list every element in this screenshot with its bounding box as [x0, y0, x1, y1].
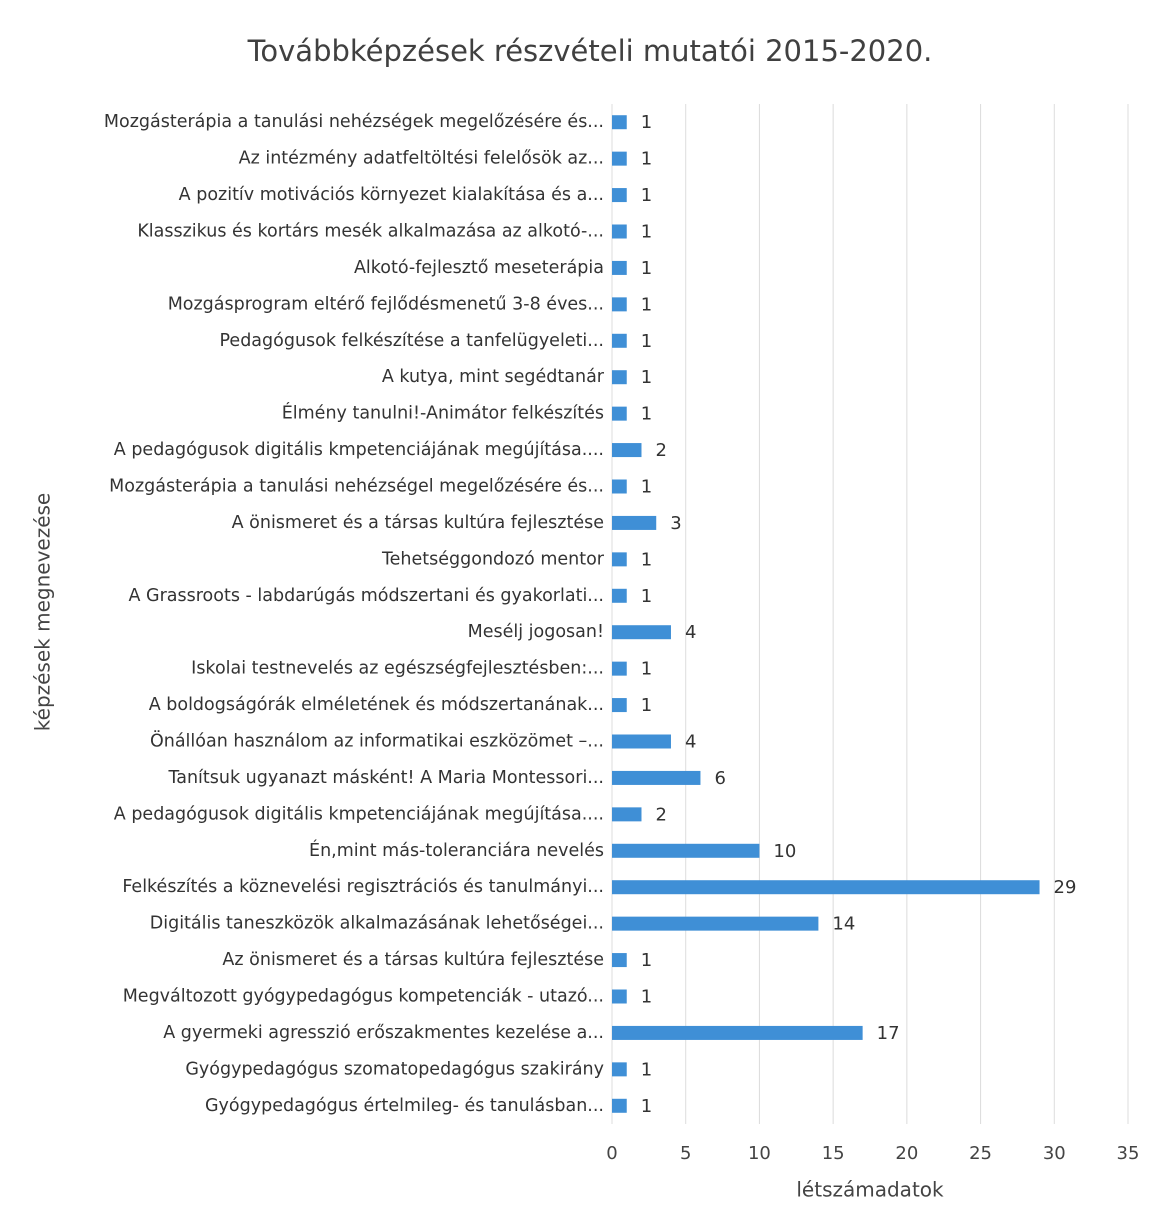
- chart-title: Továbbképzések részvételi mutatói 2015-2…: [247, 34, 933, 68]
- x-tick-label: 25: [969, 1143, 992, 1164]
- bar: [612, 989, 627, 1004]
- y-tick-label: Iskolai testnevelés az egészségfejleszté…: [191, 659, 604, 679]
- y-tick-label: Pedagógusok felkészítése a tanfelügyelet…: [220, 331, 605, 351]
- bar: [612, 260, 627, 275]
- data-label: 1: [641, 586, 652, 607]
- bar: [612, 734, 671, 749]
- y-tick-label: A gyermeki agresszió erőszakmentes kezel…: [163, 1023, 604, 1043]
- data-label: 2: [655, 804, 666, 825]
- data-label: 1: [641, 367, 652, 388]
- bar: [612, 625, 671, 640]
- data-label: 1: [641, 331, 652, 352]
- y-tick-label: A kutya, mint segédtanár: [382, 367, 605, 387]
- bar: [612, 333, 627, 348]
- bar: [612, 843, 760, 858]
- data-label: 4: [685, 622, 696, 643]
- data-label: 2: [655, 440, 666, 461]
- y-tick-label: Alkotó-fejlesztő meseterápia: [354, 258, 604, 278]
- y-tick-label: Mozgásterápia a tanulási nehézségel mege…: [109, 477, 604, 497]
- y-tick-label: Tehetséggondozó mentor: [381, 549, 605, 569]
- data-label: 1: [641, 258, 652, 279]
- bar: [612, 661, 627, 676]
- x-tick-label: 5: [680, 1143, 691, 1164]
- bar: [612, 443, 642, 458]
- bar: [612, 916, 819, 931]
- y-tick-label: A pedagógusok digitális kmpetenciájának …: [114, 440, 604, 460]
- data-label: 1: [641, 987, 652, 1008]
- data-label: 1: [641, 659, 652, 680]
- bar: [612, 880, 1040, 895]
- data-label: 1: [641, 404, 652, 425]
- x-tick-label: 10: [748, 1143, 771, 1164]
- bar: [612, 1062, 627, 1077]
- data-label: 17: [877, 1023, 900, 1044]
- bar: [612, 698, 627, 713]
- data-label: 1: [641, 695, 652, 716]
- y-tick-label: A Grassroots - labdarúgás módszertani és…: [129, 586, 605, 606]
- y-tick-label: A önismeret és a társas kultúra fejleszt…: [232, 513, 604, 533]
- data-label: 1: [641, 477, 652, 498]
- bar: [612, 224, 627, 239]
- x-tick-label: 35: [1117, 1143, 1140, 1164]
- data-label: 14: [832, 914, 855, 935]
- y-tick-label: Önállóan használom az informatikai eszkö…: [150, 730, 604, 752]
- data-label: 1: [641, 112, 652, 133]
- data-label: 10: [773, 841, 796, 862]
- x-tick-label: 0: [606, 1143, 617, 1164]
- y-tick-label: Az önismeret és a társas kultúra fejlesz…: [222, 950, 604, 970]
- y-axis-label: képzések megnevezése: [31, 493, 55, 731]
- bar: [612, 1098, 627, 1113]
- bar: [612, 479, 627, 494]
- y-tick-label: Felkészítés a köznevelési regisztrációs …: [122, 877, 604, 897]
- y-tick-label: Klasszikus és kortárs mesék alkalmazása …: [137, 222, 604, 242]
- bar: [612, 770, 701, 785]
- data-label: 1: [641, 1059, 652, 1080]
- bar: [612, 1025, 863, 1040]
- bar: [612, 515, 657, 530]
- bar: [612, 807, 642, 822]
- y-tick-label: Élmény tanulni!-Animátor felkészítés: [282, 402, 604, 424]
- y-tick-label: Gyógypedagógus szomatopedagógus szakirán…: [185, 1059, 604, 1079]
- y-tick-label: Mozgásterápia a tanulási nehézségek mege…: [104, 112, 604, 132]
- y-tick-label: Gyógypedagógus értelmileg- és tanulásban…: [205, 1096, 604, 1116]
- bar: [612, 297, 627, 312]
- bar: [612, 406, 627, 421]
- y-tick-label: Digitális taneszközök alkalmazásának leh…: [150, 914, 604, 934]
- bar: [612, 115, 627, 130]
- y-tick-label: Én,mint más-toleranciára nevelés: [309, 839, 604, 861]
- data-label: 1: [641, 1096, 652, 1117]
- data-label: 29: [1054, 877, 1077, 898]
- x-tick-label: 30: [1043, 1143, 1066, 1164]
- x-tick-label: 20: [895, 1143, 918, 1164]
- y-tick-label: Tanítsuk ugyanazt másként! A Maria Monte…: [167, 768, 604, 788]
- data-label: 1: [641, 185, 652, 206]
- data-label: 1: [641, 294, 652, 315]
- y-tick-label: Mesélj jogosan!: [468, 622, 604, 642]
- y-tick-label: A boldogságórák elméletének és módszerta…: [149, 695, 604, 715]
- bar: [612, 552, 627, 567]
- y-tick-label: Mozgásprogram eltérő fejlődésmenetű 3-8 …: [168, 294, 604, 314]
- bar: [612, 188, 627, 203]
- bar: [612, 370, 627, 385]
- data-label: 3: [670, 513, 681, 534]
- y-tick-label: Az intézmény adatfeltöltési felelősök az…: [239, 149, 604, 169]
- data-label: 4: [685, 732, 696, 753]
- y-tick-label: A pedagógusok digitális kmpetenciájának …: [114, 804, 604, 824]
- y-tick-label: Megváltozott gyógypedagógus kompetenciák…: [123, 987, 604, 1007]
- bar: [612, 953, 627, 968]
- data-label: 1: [641, 950, 652, 971]
- data-label: 6: [714, 768, 725, 789]
- data-label: 1: [641, 149, 652, 170]
- data-label: 1: [641, 222, 652, 243]
- y-tick-label: A pozitív motivációs környezet kialakítá…: [179, 185, 604, 205]
- data-label: 1: [641, 549, 652, 570]
- x-axis-label: létszámadatok: [796, 1178, 944, 1202]
- x-tick-label: 15: [822, 1143, 845, 1164]
- bar: [612, 588, 627, 603]
- bar: [612, 151, 627, 166]
